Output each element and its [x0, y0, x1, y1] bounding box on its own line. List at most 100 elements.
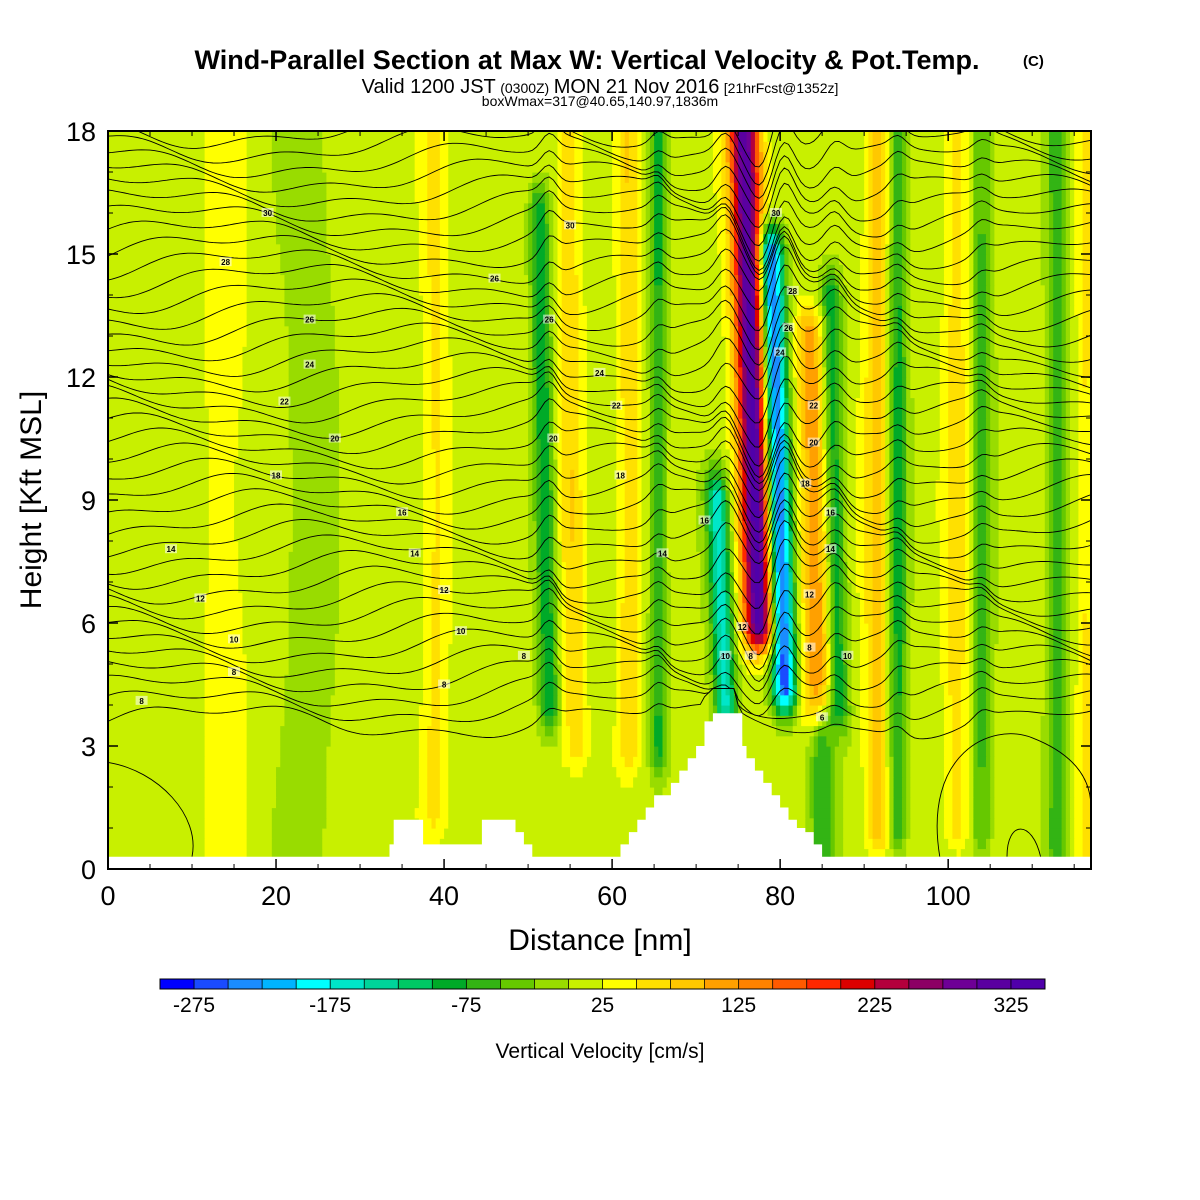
- velocity-cell: [662, 602, 668, 614]
- velocity-cell: [792, 356, 798, 368]
- velocity-cell: [943, 828, 953, 839]
- velocity-cell: [750, 284, 756, 296]
- velocity-cell: [1061, 766, 1067, 778]
- velocity-cell: [834, 520, 840, 532]
- velocity-cell: [620, 202, 638, 214]
- velocity-cell: [897, 346, 903, 358]
- velocity-cell: [977, 243, 987, 255]
- velocity-cell: [662, 346, 668, 358]
- velocity-cell: [1074, 756, 1084, 768]
- velocity-cell: [885, 797, 890, 809]
- velocity-cell: [754, 254, 760, 265]
- velocity-cell: [872, 274, 882, 286]
- velocity-cell: [733, 438, 739, 450]
- velocity-cell: [1048, 817, 1063, 829]
- velocity-cell: [784, 541, 790, 552]
- velocity-cell: [998, 459, 1046, 470]
- velocity-cell: [969, 541, 974, 552]
- velocity-cell: [910, 664, 941, 675]
- velocity-cell: [1053, 356, 1063, 368]
- velocity-cell: [733, 469, 739, 481]
- velocity-cell: [654, 530, 664, 542]
- velocity-cell: [796, 366, 802, 378]
- velocity-cell: [549, 356, 554, 368]
- velocity-cell: [985, 520, 991, 532]
- velocity-cell: [649, 336, 655, 347]
- velocity-cell: [549, 264, 554, 276]
- velocity-cell: [775, 551, 781, 563]
- velocity-cell: [557, 459, 563, 470]
- velocity-cell: [973, 284, 979, 296]
- velocity-cell: [1053, 479, 1063, 491]
- velocity-cell: [620, 346, 638, 358]
- velocity-cell: [641, 305, 647, 317]
- velocity-cell: [973, 315, 979, 327]
- velocity-cell: [649, 530, 655, 542]
- velocity-cell: [742, 674, 764, 686]
- velocity-cell: [725, 469, 731, 481]
- velocity-cell: [108, 182, 206, 194]
- velocity-cell: [742, 530, 748, 542]
- velocity-cell: [108, 725, 206, 737]
- velocity-cell: [649, 551, 655, 563]
- velocity-cell: [637, 305, 643, 317]
- velocity-cell: [906, 787, 911, 798]
- velocity-cell: [990, 366, 1000, 378]
- velocity-cell: [763, 438, 769, 450]
- velocity-cell: [969, 254, 974, 265]
- velocity-cell: [834, 500, 840, 511]
- velocity-cell: [805, 356, 815, 368]
- velocity-cell: [654, 500, 664, 511]
- velocity-cell: [990, 551, 1000, 563]
- velocity-cell: [620, 295, 638, 306]
- velocity-cell: [775, 561, 781, 573]
- velocity-cell: [729, 233, 735, 245]
- velocity-cell: [1074, 223, 1084, 235]
- velocity-cell: [242, 592, 290, 604]
- velocity-cell: [431, 653, 441, 665]
- velocity-cell: [973, 397, 979, 409]
- velocity-cell: [544, 295, 550, 306]
- velocity-cell: [788, 356, 794, 368]
- velocity-cell: [973, 500, 979, 511]
- velocity-cell: [805, 387, 819, 399]
- velocity-cell: [826, 418, 832, 429]
- velocity-cell: [960, 213, 970, 224]
- velocity-cell: [1078, 459, 1091, 470]
- velocity-cell: [649, 418, 655, 429]
- velocity-cell: [813, 838, 832, 850]
- velocity-cell: [843, 264, 861, 276]
- velocity-cell: [977, 254, 987, 265]
- velocity-cell: [990, 684, 995, 696]
- velocity-cell: [1053, 500, 1063, 511]
- velocity-cell: [662, 541, 668, 552]
- velocity-field: [108, 131, 1091, 869]
- velocity-cell: [906, 459, 916, 470]
- velocity-cell: [868, 828, 874, 839]
- velocity-cell: [528, 469, 533, 481]
- velocity-cell: [528, 213, 533, 224]
- velocity-cell: [238, 582, 290, 593]
- velocity-cell: [246, 315, 286, 327]
- velocity-cell: [733, 643, 739, 655]
- velocity-cell: [998, 366, 1046, 378]
- velocity-cell: [246, 746, 281, 757]
- velocity-cell: [901, 213, 907, 224]
- velocity-cell: [582, 705, 592, 716]
- velocity-cell: [889, 838, 895, 850]
- velocity-cell: [561, 725, 571, 737]
- velocity-cell: [452, 407, 529, 419]
- velocity-cell: [435, 448, 441, 460]
- velocity-cell: [733, 612, 739, 624]
- velocity-cell: [1070, 448, 1079, 460]
- velocity-cell: [830, 664, 836, 675]
- velocity-cell: [108, 787, 206, 798]
- velocity-cell: [880, 828, 886, 839]
- velocity-cell: [914, 479, 937, 491]
- velocity-cell: [108, 223, 206, 235]
- velocity-cell: [754, 233, 760, 245]
- velocity-cell: [994, 223, 1042, 235]
- velocity-cell: [561, 500, 571, 511]
- velocity-cell: [208, 551, 239, 563]
- velocity-cell: [423, 643, 433, 655]
